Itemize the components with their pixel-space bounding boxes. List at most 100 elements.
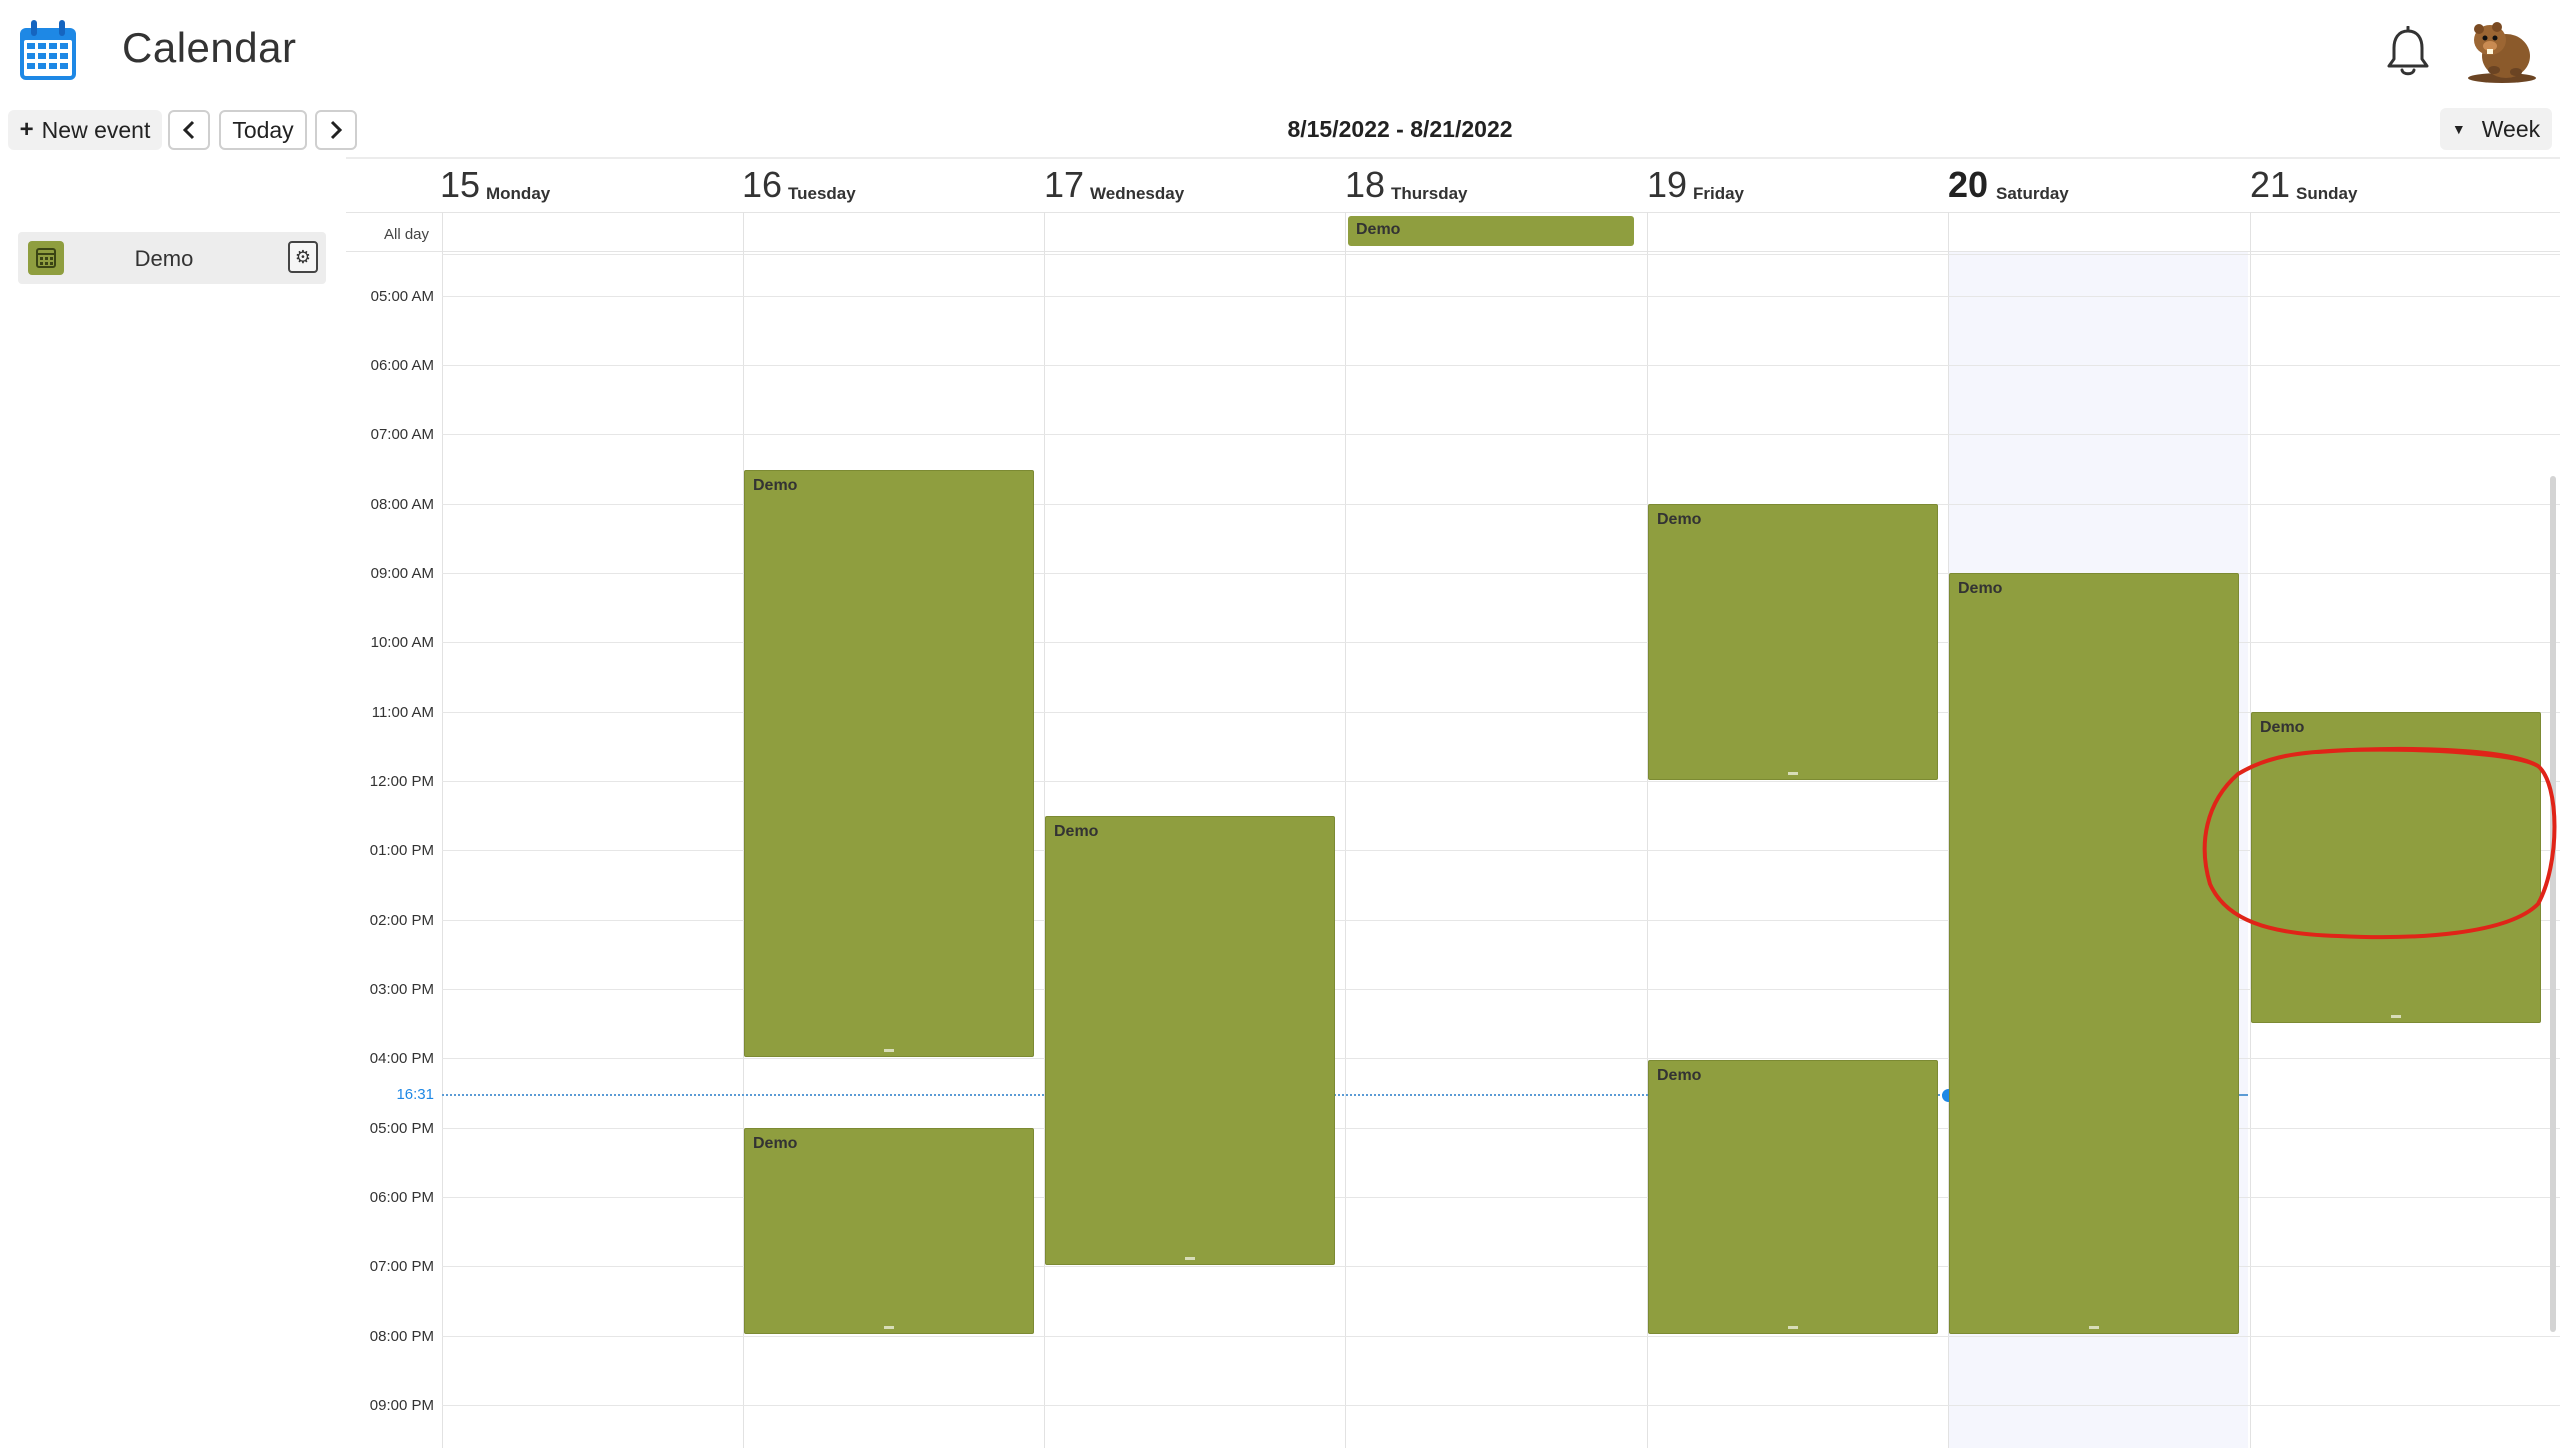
hour-line — [442, 850, 2560, 851]
plus-icon: + — [19, 116, 34, 143]
column-divider — [2250, 212, 2251, 1448]
hour-line — [442, 365, 2560, 366]
hour-label: 08:00 AM — [370, 496, 434, 513]
hour-line — [442, 712, 2560, 713]
previous-week-button[interactable] — [168, 110, 210, 150]
bell-icon[interactable] — [2384, 26, 2432, 78]
event-title: Demo — [1958, 580, 2003, 597]
day-header-wednesday: 17 Wednesday — [1044, 160, 1344, 212]
column-divider — [1948, 212, 1949, 1448]
event-block[interactable]: Demo — [2251, 712, 2541, 1023]
event-block[interactable]: Demo — [1949, 573, 2239, 1334]
event-title: Demo — [1356, 221, 1401, 238]
day-name: Wednesday — [1090, 184, 1185, 203]
event-block[interactable]: Demo — [744, 1128, 1034, 1334]
hour-line — [442, 504, 2560, 505]
calendar-icon[interactable] — [18, 18, 78, 82]
beaver-avatar[interactable] — [2466, 18, 2538, 84]
event-title: Demo — [2260, 719, 2305, 736]
all-day-row[interactable] — [346, 212, 2560, 252]
hour-line — [442, 989, 2560, 990]
resize-handle[interactable] — [1185, 1257, 1195, 1260]
app-header: Calendar — [0, 0, 2560, 104]
day-name: Tuesday — [788, 184, 856, 203]
calendar-name: Demo — [134, 246, 194, 271]
all-day-label: All day — [384, 226, 430, 243]
today-button[interactable]: Today — [219, 110, 307, 150]
day-header-friday: 19 Friday — [1647, 160, 1947, 212]
hour-label: 05:00 PM — [369, 1120, 434, 1137]
view-select[interactable]: ▼ Week — [2440, 108, 2552, 150]
current-time-label: 16:31 — [396, 1086, 434, 1103]
hour-line — [442, 781, 2560, 782]
event-block[interactable]: Demo — [1648, 1060, 1938, 1334]
new-event-button[interactable]: + New event — [8, 110, 162, 150]
week-grid[interactable]: All day 15 Monday 16 Tuesday 17 Wednesda… — [346, 160, 2560, 1448]
scrollbar[interactable] — [2550, 476, 2556, 1332]
hour-label: 10:00 AM — [370, 634, 434, 651]
annotation-circle — [2202, 746, 2557, 940]
hour-label: 05:00 AM — [370, 288, 434, 305]
day-header-monday: 15 Monday — [440, 160, 740, 212]
resize-handle[interactable] — [884, 1049, 894, 1052]
hour-label: 07:00 AM — [370, 426, 434, 443]
day-number: 21 — [2250, 164, 2291, 205]
hour-label: 08:00 PM — [369, 1328, 434, 1345]
hour-label: 06:00 AM — [370, 357, 434, 374]
chevron-right-icon — [330, 120, 343, 140]
day-number: 20 — [1948, 164, 1989, 205]
column-divider — [1044, 212, 1045, 1448]
hour-line — [442, 296, 2560, 297]
hour-label: 11:00 AM — [371, 704, 434, 721]
day-number: 17 — [1044, 164, 1085, 205]
hour-label: 07:00 PM — [369, 1258, 434, 1275]
event-block[interactable]: Demo — [1648, 504, 1938, 780]
day-name: Friday — [1693, 184, 1745, 203]
hour-line — [442, 434, 2560, 435]
resize-handle[interactable] — [1788, 1326, 1798, 1329]
hour-line — [442, 254, 2560, 255]
hour-line — [442, 920, 2560, 921]
calendar-icon[interactable] — [28, 241, 64, 275]
event-title: Demo — [753, 1135, 798, 1152]
next-week-button[interactable] — [315, 110, 357, 150]
gear-icon[interactable]: ⚙ — [288, 241, 318, 273]
hour-label: 09:00 AM — [370, 565, 434, 582]
day-name: Saturday — [1996, 184, 2069, 203]
event-block[interactable]: Demo — [744, 470, 1034, 1057]
resize-handle[interactable] — [2089, 1326, 2099, 1329]
divider — [346, 157, 2560, 159]
day-name: Monday — [486, 184, 551, 203]
hour-line — [442, 1405, 2560, 1406]
resize-handle[interactable] — [1788, 772, 1798, 775]
day-name: Sunday — [2296, 184, 2358, 203]
hour-label: 02:00 PM — [369, 912, 434, 929]
caret-down-icon: ▼ — [2451, 121, 2466, 137]
column-divider — [442, 212, 443, 1448]
hour-line — [442, 1266, 2560, 1267]
hour-label: 06:00 PM — [369, 1189, 434, 1206]
day-number: 15 — [440, 164, 481, 205]
day-header-sunday: 21 Sunday — [2250, 160, 2550, 212]
hour-line — [442, 573, 2560, 574]
day-number: 16 — [742, 164, 783, 205]
resize-handle[interactable] — [2391, 1015, 2401, 1018]
chevron-left-icon — [182, 120, 195, 140]
column-divider — [1345, 212, 1346, 1448]
hour-line — [442, 1128, 2560, 1129]
all-day-event[interactable]: Demo — [1348, 216, 1634, 246]
event-title: Demo — [1657, 1067, 1702, 1084]
day-name: Thursday — [1391, 184, 1468, 203]
day-number: 19 — [1647, 164, 1688, 205]
event-block[interactable]: Demo — [1045, 816, 1335, 1265]
hour-line — [442, 1058, 2560, 1059]
day-header-saturday: 20 Saturday — [1948, 160, 2248, 212]
column-divider — [1647, 212, 1648, 1448]
event-title: Demo — [753, 477, 798, 494]
day-header-thursday: 18 Thursday — [1345, 160, 1645, 212]
date-range-label: 8/15/2022 - 8/21/2022 — [1287, 116, 1513, 142]
sidebar-calendar-demo[interactable]: Demo ⚙ — [18, 232, 326, 284]
column-divider — [743, 212, 744, 1448]
resize-handle[interactable] — [884, 1326, 894, 1329]
event-title: Demo — [1054, 823, 1099, 840]
